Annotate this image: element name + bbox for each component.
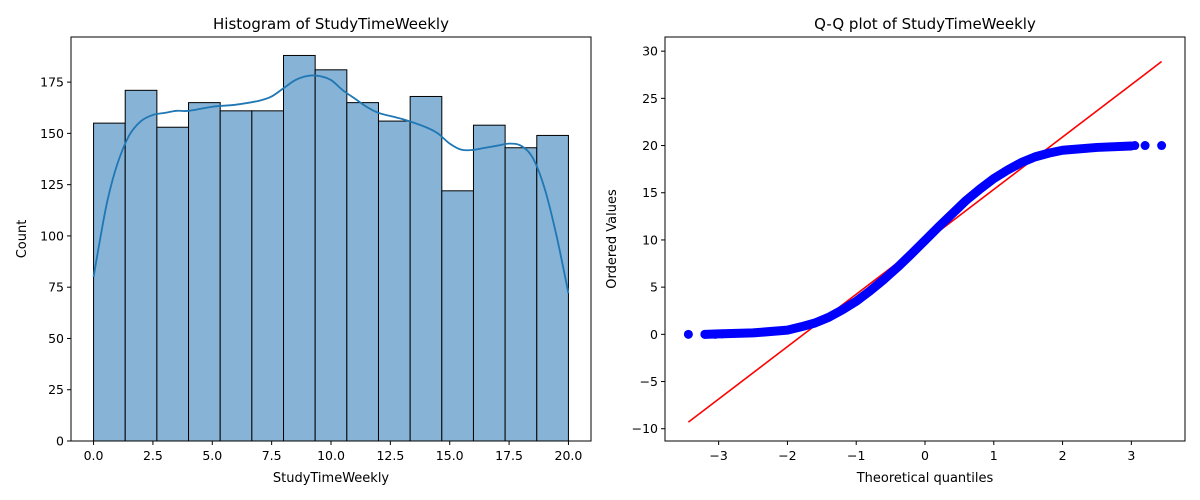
histogram-x-ticks: 0.0 2.5 5.0 7.5 10.0 12.5 15.0 17.5 20.0 bbox=[84, 441, 583, 463]
qq-title: Q-Q plot of StudyTimeWeekly bbox=[814, 15, 1036, 33]
qq-ordered-values-band bbox=[700, 141, 1136, 339]
x-tick-label: 20.0 bbox=[555, 448, 583, 463]
x-tick-label: −3 bbox=[709, 448, 727, 463]
y-tick-label: 150 bbox=[40, 126, 64, 141]
histogram-bar bbox=[504, 147, 538, 442]
y-tick-label: 5 bbox=[650, 280, 658, 295]
histogram-bar bbox=[156, 126, 190, 442]
x-tick-label: 1 bbox=[990, 448, 998, 463]
y-tick-label: 0 bbox=[56, 434, 64, 449]
x-tick-label: −1 bbox=[847, 448, 865, 463]
x-tick-label: 0.0 bbox=[84, 448, 104, 463]
histogram-kde-line bbox=[92, 74, 570, 294]
x-tick-label: 2 bbox=[1059, 448, 1067, 463]
histogram-bar bbox=[124, 89, 158, 442]
y-tick-label: 125 bbox=[40, 177, 64, 192]
y-tick-label: 75 bbox=[48, 280, 64, 295]
qq-point bbox=[1140, 141, 1150, 151]
histogram-bar bbox=[377, 120, 411, 442]
qq-points bbox=[683, 141, 1167, 339]
qq-y-axis-label: Ordered Values bbox=[605, 189, 620, 289]
histogram-bar bbox=[346, 102, 379, 442]
y-tick-label: 25 bbox=[48, 382, 64, 397]
y-tick-label: −10 bbox=[632, 421, 658, 436]
histogram-bar bbox=[251, 110, 285, 442]
histogram-bar bbox=[314, 69, 348, 442]
qq-point bbox=[717, 329, 727, 339]
y-tick-label: 0 bbox=[650, 327, 658, 342]
qq-x-ticks: −3 −2 −1 0 1 2 3 bbox=[709, 441, 1135, 463]
y-tick-label: 175 bbox=[40, 75, 64, 90]
histogram-y-axis-label: Count bbox=[15, 220, 30, 259]
histogram-bar bbox=[283, 54, 316, 442]
histogram-title: Histogram of StudyTimeWeekly bbox=[213, 15, 449, 33]
qq-point bbox=[683, 329, 693, 339]
x-tick-label: 3 bbox=[1127, 448, 1135, 463]
histogram-bar bbox=[188, 102, 221, 442]
qq-point bbox=[700, 329, 710, 339]
y-tick-label: 10 bbox=[642, 232, 658, 247]
histogram-bar bbox=[441, 190, 474, 442]
qq-plot-chart: Q-Q plot of StudyTimeWeekly −3 −2 −1 0 1 2 3 −… bbox=[605, 15, 1186, 486]
x-tick-label: 10.0 bbox=[317, 448, 345, 463]
x-tick-label: 12.5 bbox=[376, 448, 404, 463]
y-tick-label: 30 bbox=[642, 44, 658, 59]
histogram-bar bbox=[93, 122, 126, 442]
x-tick-label: 17.5 bbox=[495, 448, 523, 463]
y-tick-label: 20 bbox=[642, 138, 658, 153]
histogram-bars bbox=[93, 54, 569, 442]
x-tick-label: 15.0 bbox=[436, 448, 464, 463]
x-tick-label: 5.0 bbox=[202, 448, 222, 463]
y-tick-label: −5 bbox=[640, 374, 658, 389]
histogram-x-axis-label: StudyTimeWeekly bbox=[273, 471, 390, 486]
qq-point bbox=[710, 329, 720, 339]
y-tick-label: 50 bbox=[48, 331, 64, 346]
qq-x-axis-label: Theoretical quantiles bbox=[856, 471, 994, 486]
histogram-bar bbox=[472, 124, 506, 442]
y-tick-label: 100 bbox=[40, 228, 64, 243]
x-tick-label: 2.5 bbox=[143, 448, 163, 463]
x-tick-label: −2 bbox=[778, 448, 796, 463]
qq-y-ticks: −10 −5 0 5 10 15 20 25 30 bbox=[632, 44, 665, 436]
histogram-y-ticks: 0 25 50 75 100 125 150 175 bbox=[40, 75, 71, 449]
histogram-bar bbox=[219, 110, 253, 442]
qq-point bbox=[1130, 141, 1140, 151]
x-tick-label: 7.5 bbox=[262, 448, 282, 463]
x-tick-label: 0 bbox=[921, 448, 929, 463]
qq-point bbox=[1157, 141, 1167, 151]
y-tick-label: 15 bbox=[642, 185, 658, 200]
histogram-bar bbox=[409, 95, 443, 442]
histogram-chart: Histogram of StudyTimeWeekly 0.0 2.5 5.0 7.… bbox=[15, 15, 592, 486]
y-tick-label: 25 bbox=[642, 91, 658, 106]
